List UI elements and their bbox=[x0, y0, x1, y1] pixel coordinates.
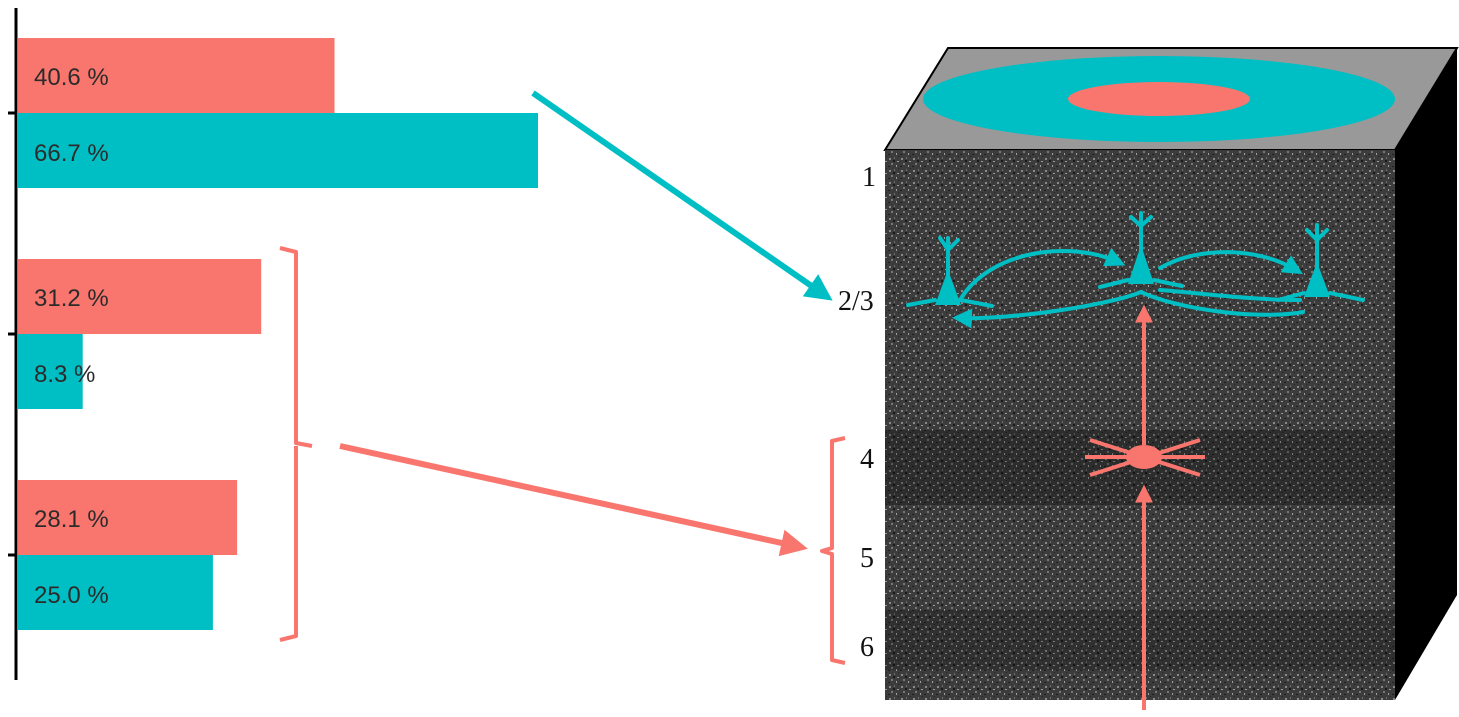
bar-1-teal bbox=[18, 113, 538, 188]
bar-2-teal bbox=[18, 334, 83, 409]
bar-chart bbox=[18, 38, 538, 630]
layer6-dark-band bbox=[885, 610, 1395, 670]
layer-label-1: 1 bbox=[862, 162, 876, 193]
bar-3-teal bbox=[18, 555, 213, 630]
salmon-center-top bbox=[1068, 82, 1250, 116]
layer-bracket bbox=[820, 436, 846, 665]
bar-label-2b: 8.3 % bbox=[34, 361, 96, 388]
cortex-block bbox=[883, 47, 1459, 700]
layer-label-6: 6 bbox=[860, 632, 874, 663]
bar-label-1b: 66.7 % bbox=[34, 140, 109, 167]
block-side-face bbox=[1395, 48, 1457, 700]
layer4-neuron bbox=[1085, 304, 1205, 710]
salmon-bracket bbox=[279, 246, 313, 642]
bar-1-salmon bbox=[18, 38, 335, 113]
salmon-arrow bbox=[339, 443, 808, 557]
teal-arrow bbox=[531, 90, 833, 301]
layer23-neurons bbox=[906, 211, 1365, 329]
bar-3-salmon bbox=[18, 480, 238, 555]
bar-label-3b: 25.0 % bbox=[34, 582, 109, 609]
layer-label-5: 5 bbox=[860, 543, 874, 574]
bar-label-2a: 31.2 % bbox=[34, 285, 109, 312]
bar-2-salmon bbox=[18, 259, 262, 334]
layer-label-2-3: 2/3 bbox=[838, 286, 874, 317]
bar-label-3a: 28.1 % bbox=[34, 506, 109, 533]
bar-label-1a: 40.6 % bbox=[34, 64, 109, 91]
layer-label-4: 4 bbox=[860, 444, 874, 475]
